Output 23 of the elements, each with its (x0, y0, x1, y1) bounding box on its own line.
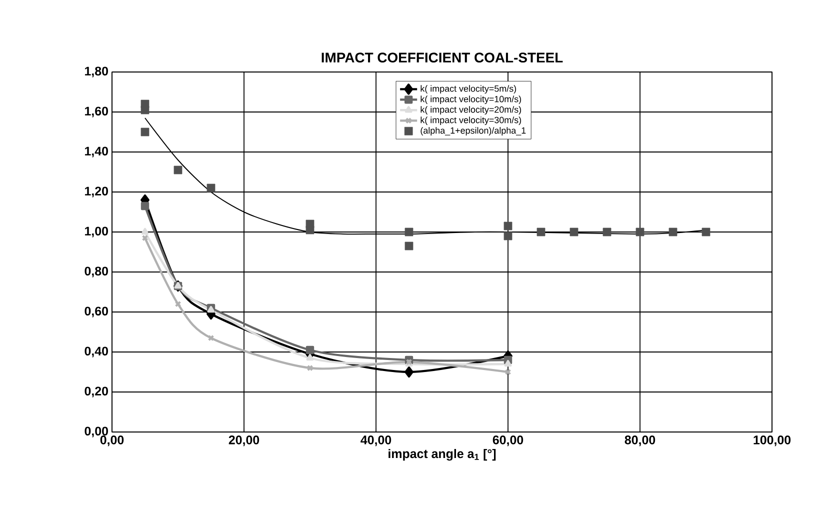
legend-label: k( impact velocity=20m/s) (420, 106, 522, 114)
y-tick-label: 1,20 (85, 186, 108, 198)
x-tick-label: 80,00 (624, 436, 656, 446)
chart-title: IMPACT COEFFICIENT COAL-STEEL (322, 52, 563, 63)
y-tick-label: 0,40 (84, 346, 108, 358)
x-tick-label: 0,00 (100, 436, 124, 446)
legend-label: k( impact velocity=30m/s) (420, 116, 522, 125)
x-tick-label: 100,00 (754, 436, 791, 446)
x-axis-title: impact angle a$_{1}$ [°] (388, 448, 496, 461)
legend-label: (alpha_1+epsilon)/alpha_1 (420, 127, 526, 136)
legend-label: k( impact velocity=5m/s) (420, 85, 516, 94)
y-tick-label: 1,00 (85, 226, 108, 238)
x-tick-label: 40,00 (360, 436, 392, 446)
x-tick-label: 20,00 (228, 436, 260, 446)
y-tick-label: 0,80 (84, 266, 108, 278)
x-tick-label: 60,00 (492, 436, 524, 446)
y-tick-label: 1,80 (85, 66, 108, 78)
y-tick-label: 0,00 (84, 426, 108, 438)
y-tick-label: 1,60 (85, 106, 108, 118)
legend-label: k( impact velocity=10m/s) (420, 96, 522, 104)
y-tick-label: 1,40 (85, 146, 108, 158)
y-tick-label: 0,20 (84, 386, 108, 398)
y-tick-label: 0,60 (84, 306, 108, 318)
